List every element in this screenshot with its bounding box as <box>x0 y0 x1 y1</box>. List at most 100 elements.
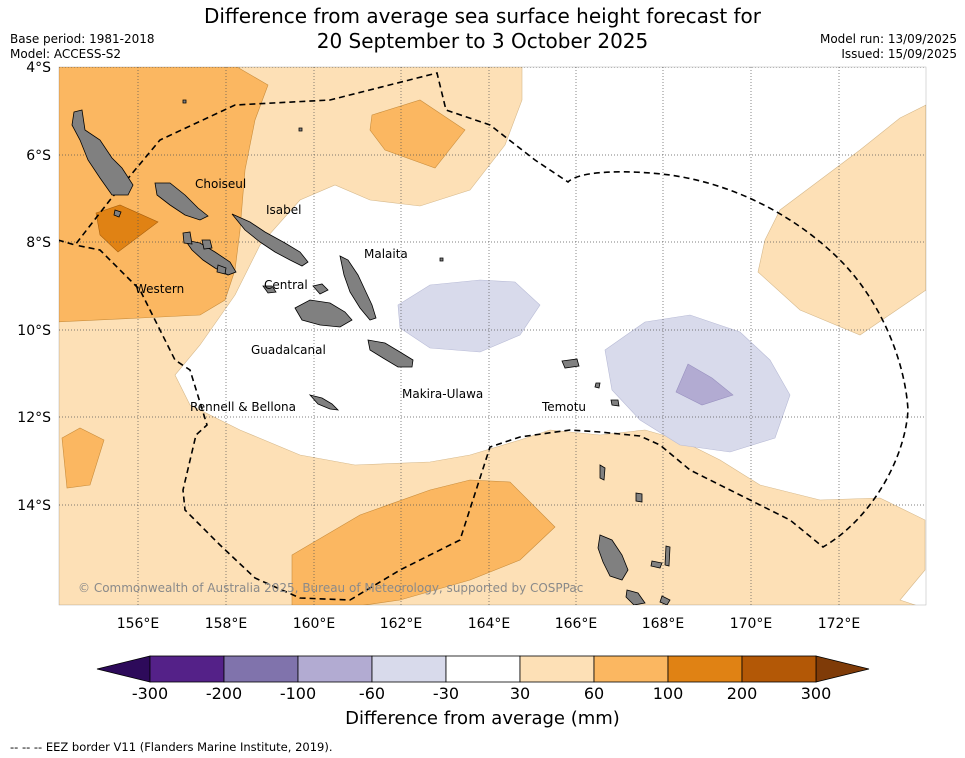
lat-ticks: 4°S 6°S 8°S 10°S 12°S 14°S <box>17 60 51 514</box>
colorbar-segment <box>371 655 447 683</box>
island-makira <box>367 339 414 368</box>
colorbar-segment <box>519 655 595 683</box>
anomaly-region-negative-3 <box>675 363 734 406</box>
model-text: Model: ACCESS-S2 <box>10 47 122 61</box>
anomaly-region-dark <box>95 204 159 253</box>
island-bougainville <box>71 109 134 196</box>
island-torres <box>635 492 643 503</box>
label-makira-ulawa: Makira-Ulawa <box>402 387 483 401</box>
island-florida <box>312 283 329 295</box>
island-small-1 <box>182 99 187 104</box>
lat-tick: 14°S <box>17 498 51 514</box>
island-malaita <box>339 255 377 321</box>
label-malaita: Malaita <box>364 247 408 261</box>
colorbar-label: -30 <box>433 684 459 703</box>
anomaly-region-medium-southwest <box>61 427 105 489</box>
colorbar-label: -300 <box>132 684 168 703</box>
islands <box>71 99 671 605</box>
colorbar-label: -60 <box>359 684 385 703</box>
eez-legend-note: -- -- -- EEZ border V11 (Flanders Marine… <box>10 740 333 754</box>
island-vanikoro <box>610 399 620 407</box>
lon-tick: 166°E <box>555 616 598 632</box>
island-utupua <box>594 382 601 389</box>
colorbar-label: 200 <box>727 684 758 703</box>
colorbar-segment <box>667 655 743 683</box>
island-rennell <box>308 394 340 411</box>
lon-tick: 170°E <box>730 616 773 632</box>
label-temotu: Temotu <box>541 400 586 414</box>
colorbar-segment <box>445 655 521 683</box>
lat-tick: 6°S <box>26 148 51 164</box>
lon-tick: 164°E <box>468 616 511 632</box>
island-small-2 <box>298 127 303 132</box>
colorbar-title: Difference from average (mm) <box>345 708 620 729</box>
colorbar-segment <box>149 655 225 683</box>
island-isabel <box>231 213 309 267</box>
colorbar-high-arrow <box>815 655 870 683</box>
run-info: Model run: 13/09/2025 Issued: 15/09/2025 <box>820 32 957 62</box>
island-shortland <box>113 209 122 218</box>
island-ambae <box>650 560 663 569</box>
base-period-text: Base period: 1981-2018 <box>10 32 155 46</box>
colorbar-segment <box>297 655 373 683</box>
colorbar-segment <box>593 655 669 683</box>
anomaly-region-light <box>59 67 926 605</box>
lon-tick: 172°E <box>818 616 861 632</box>
island-santa-cruz <box>561 358 580 369</box>
island-guadalcanal <box>294 299 353 328</box>
anomaly-region-medium-north <box>369 99 466 169</box>
eez-border <box>59 72 909 601</box>
label-central: Central <box>264 278 308 292</box>
lat-tick: 4°S <box>26 60 51 76</box>
map-area: © Commonwealth of Australia 2025, Bureau… <box>59 67 926 605</box>
island-espiritu-santo <box>597 534 629 581</box>
island-kolombangara <box>201 239 213 250</box>
colorbar-label: 100 <box>653 684 684 703</box>
colorbar-segment <box>223 655 299 683</box>
lon-tick: 162°E <box>380 616 423 632</box>
colorbar-low-arrow <box>96 655 151 683</box>
base-info: Base period: 1981-2018 Model: ACCESS-S2 <box>10 32 155 62</box>
province-labels: Choiseul Isabel Malaita Western Central … <box>135 177 586 414</box>
island-choiseul <box>154 182 209 221</box>
label-choiseul: Choiseul <box>195 177 246 191</box>
colorbar-label: 300 <box>801 684 832 703</box>
chart-title: Difference from average sea surface heig… <box>0 4 965 54</box>
colorbar-labels: -300 -200 -100 -60 -30 30 60 100 200 300 <box>132 684 831 703</box>
island-rendova <box>216 264 227 275</box>
colorbar-label: 30 <box>510 684 530 703</box>
anomaly-region-light-east <box>757 104 926 336</box>
island-vella-lavella <box>182 231 193 245</box>
lon-ticks: 156°E 158°E 160°E 162°E 164°E 166°E 168°… <box>117 616 861 632</box>
title-line-2: 20 September to 3 October 2025 <box>316 29 649 53</box>
lon-tick: 156°E <box>117 616 160 632</box>
colorbar-segment <box>741 655 817 683</box>
label-western: Western <box>135 282 184 296</box>
label-isabel: Isabel <box>266 203 301 217</box>
colorbar-label: -200 <box>206 684 242 703</box>
lon-tick: 168°E <box>642 616 685 632</box>
island-malekula <box>625 589 646 605</box>
colorbar-label: 60 <box>584 684 604 703</box>
lon-tick: 160°E <box>293 616 336 632</box>
lat-tick: 10°S <box>17 323 51 339</box>
label-rennell-bellona: Rennell & Bellona <box>190 400 296 414</box>
island-banks <box>599 464 606 481</box>
island-small-3 <box>439 257 444 262</box>
lat-tick: 8°S <box>26 235 51 251</box>
label-guadalcanal: Guadalcanal <box>251 343 326 357</box>
island-maewo <box>664 545 671 567</box>
colorbar <box>96 655 870 683</box>
title-line-1: Difference from average sea surface heig… <box>203 4 762 28</box>
island-pentecost <box>659 595 671 605</box>
anomaly-region-negative-1 <box>397 279 541 353</box>
lat-tick: 12°S <box>17 410 51 426</box>
copyright-text: © Commonwealth of Australia 2025, Bureau… <box>78 581 583 595</box>
lon-tick: 158°E <box>205 616 248 632</box>
colorbar-label: -100 <box>280 684 316 703</box>
map-frame <box>58 66 927 606</box>
island-russell <box>262 285 277 294</box>
model-run-text: Model run: 13/09/2025 <box>819 32 957 46</box>
issued-text: Issued: 15/09/2025 <box>841 47 957 61</box>
